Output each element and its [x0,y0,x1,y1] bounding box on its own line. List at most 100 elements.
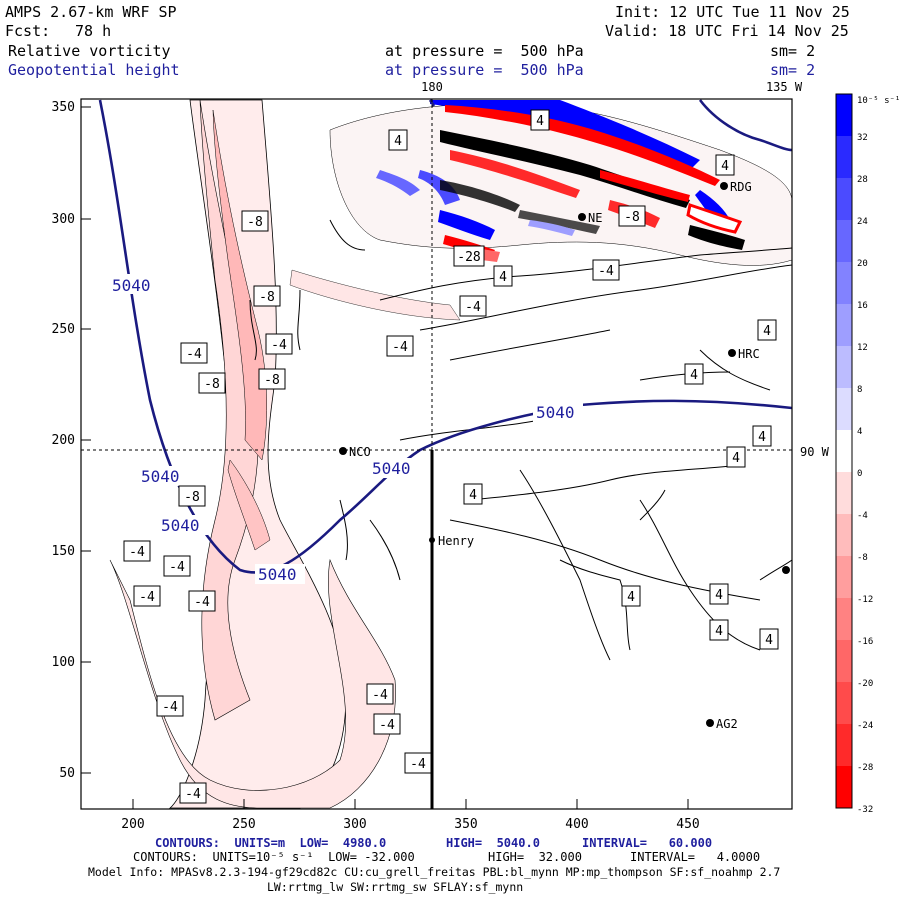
svg-text:-4: -4 [185,787,201,802]
meridian-label-180: 180 [421,80,443,94]
vorticity-label-box: 4 [726,446,746,468]
vorticity-label-box: 4 [493,265,513,287]
colorbar-label: 0 [857,469,862,479]
colorbar-swatch [836,514,852,556]
model-info-radiation: LW:rrtmg_lw SW:rrtmg_sw SFLAY:sf_mynn [267,880,524,894]
vorticity-label-box: -8 [178,485,206,507]
contour-info-vort-interval: INTERVAL= 4.0000 [630,850,761,864]
vorticity-label-box: -4 [404,752,432,774]
station-label-henry: Henry [438,534,474,548]
axis-ticks [81,106,689,809]
colorbar-label: -8 [857,553,868,563]
colorbar-swatch [836,388,852,430]
svg-text:-8: -8 [247,215,263,230]
colorbar-label: -28 [857,763,873,773]
colorbar-swatch [836,136,852,178]
colorbar-label: -16 [857,637,873,647]
field-vorticity: Relative vorticity [8,42,171,60]
vorticity-label-box: 4 [757,319,777,341]
station-label-ne: NE [588,211,602,225]
height-label: 5040 [161,516,200,535]
svg-text:-4: -4 [392,340,408,355]
colorbar-swatch [836,430,852,472]
contour-info-vort-low: CONTOURS: UNITS=10⁻⁵ s⁻¹ LOW= -32.000 [133,850,415,864]
vorticity-label-box: -4 [592,259,620,281]
y-tick-label: 150 [52,544,75,559]
y-tick-label: 250 [52,322,75,337]
colorbar-swatch [836,178,852,220]
x-tick-label: 350 [454,817,477,832]
contour-info-height-low: CONTOURS: UNITS=m LOW= 4980.0 [155,836,387,850]
colorbar: 10⁻⁵ s⁻¹ 32 28 24 20 16 12 8 4 0 -4 -8 -12 -16 -20 -24… [835,93,900,815]
station-dot-henry [429,537,435,543]
height-label: 5040 [141,467,180,486]
y-tick-label: 350 [52,100,75,115]
station-label-rdg: RDG [730,180,752,194]
vorticity-contours [249,219,792,661]
forecast-label: Fcst: [5,22,51,40]
colorbar-swatch [836,682,852,724]
svg-text:4: 4 [765,633,773,648]
colorbar-label: 8 [857,385,862,395]
vorticity-label-box: 4 [684,363,704,385]
colorbar-label: -4 [857,511,868,521]
svg-text:-8: -8 [204,377,220,392]
y-tick-label: 200 [52,433,75,448]
contour-info-vort-high: HIGH= 32.000 [488,850,582,864]
colorbar-label: 12 [857,343,868,353]
vorticity-label-box: 4 [752,425,772,447]
colorbar-unit: 10⁻⁵ s⁻¹ [857,96,900,106]
colorbar-label: 4 [857,427,862,437]
pressure-vorticity: at pressure = 500 hPa [385,42,584,60]
station-label-hrc: HRC [738,347,760,361]
contour-info-height-interval: INTERVAL= 60.000 [582,836,713,850]
vorticity-label-box: -4 [366,683,394,705]
x-tick-label: 300 [343,817,366,832]
height-labels: 5040 5040 5040 5040 5040 5040 [108,274,583,584]
station-label-ag2: AG2 [716,717,738,731]
smoothing-height: sm= 2 [770,61,816,79]
svg-text:4: 4 [469,488,477,503]
svg-text:4: 4 [394,134,402,149]
height-label: 5040 [536,403,575,422]
station-dot-edge [782,566,790,574]
svg-text:-4: -4 [162,700,178,715]
colorbar-label: 20 [857,259,868,269]
station-dot-ne [578,213,586,221]
vorticity-label-box: 4 [621,585,641,607]
vorticity-label-box: 4 [530,109,550,131]
vorticity-label-box: -28 [453,245,485,267]
y-tick-label: 100 [52,655,75,670]
x-tick-label: 200 [121,817,144,832]
station-labels: NCO Henry HRC RDG AG2 NE [349,180,760,731]
contour-info-height-high: HIGH= 5040.0 [446,836,540,850]
svg-text:-8: -8 [264,373,280,388]
colorbar-label: -32 [857,805,873,815]
vorticity-label-box: -4 [459,295,487,317]
vorticity-label-box: -4 [180,342,208,364]
svg-text:-4: -4 [169,560,185,575]
station-label-nco: NCO [349,445,371,459]
station-markers [339,182,790,727]
vorticity-label-box: -8 [258,368,286,390]
vorticity-label-box: -8 [253,285,281,307]
vorticity-label-box: 4 [388,129,408,151]
height-label: 5040 [372,459,411,478]
colorbar-swatch [836,346,852,388]
svg-text:4: 4 [690,368,698,383]
vorticity-label-box: -4 [265,333,293,355]
station-dot-rdg [720,182,728,190]
svg-text:-28: -28 [457,250,480,265]
svg-text:4: 4 [763,324,771,339]
vorticity-label-box: -8 [618,205,646,227]
x-axis-labels: 200 250 300 350 400 450 [121,817,699,832]
station-dot-ag2 [706,719,714,727]
x-tick-label: 250 [232,817,255,832]
vorticity-label-box: -4 [188,590,216,612]
svg-text:4: 4 [758,430,766,445]
colorbar-swatch [836,220,852,262]
vorticity-label-box: -4 [163,555,191,577]
meridian-label-135w: 135 W [766,80,803,94]
colorbar-label: -24 [857,721,873,731]
